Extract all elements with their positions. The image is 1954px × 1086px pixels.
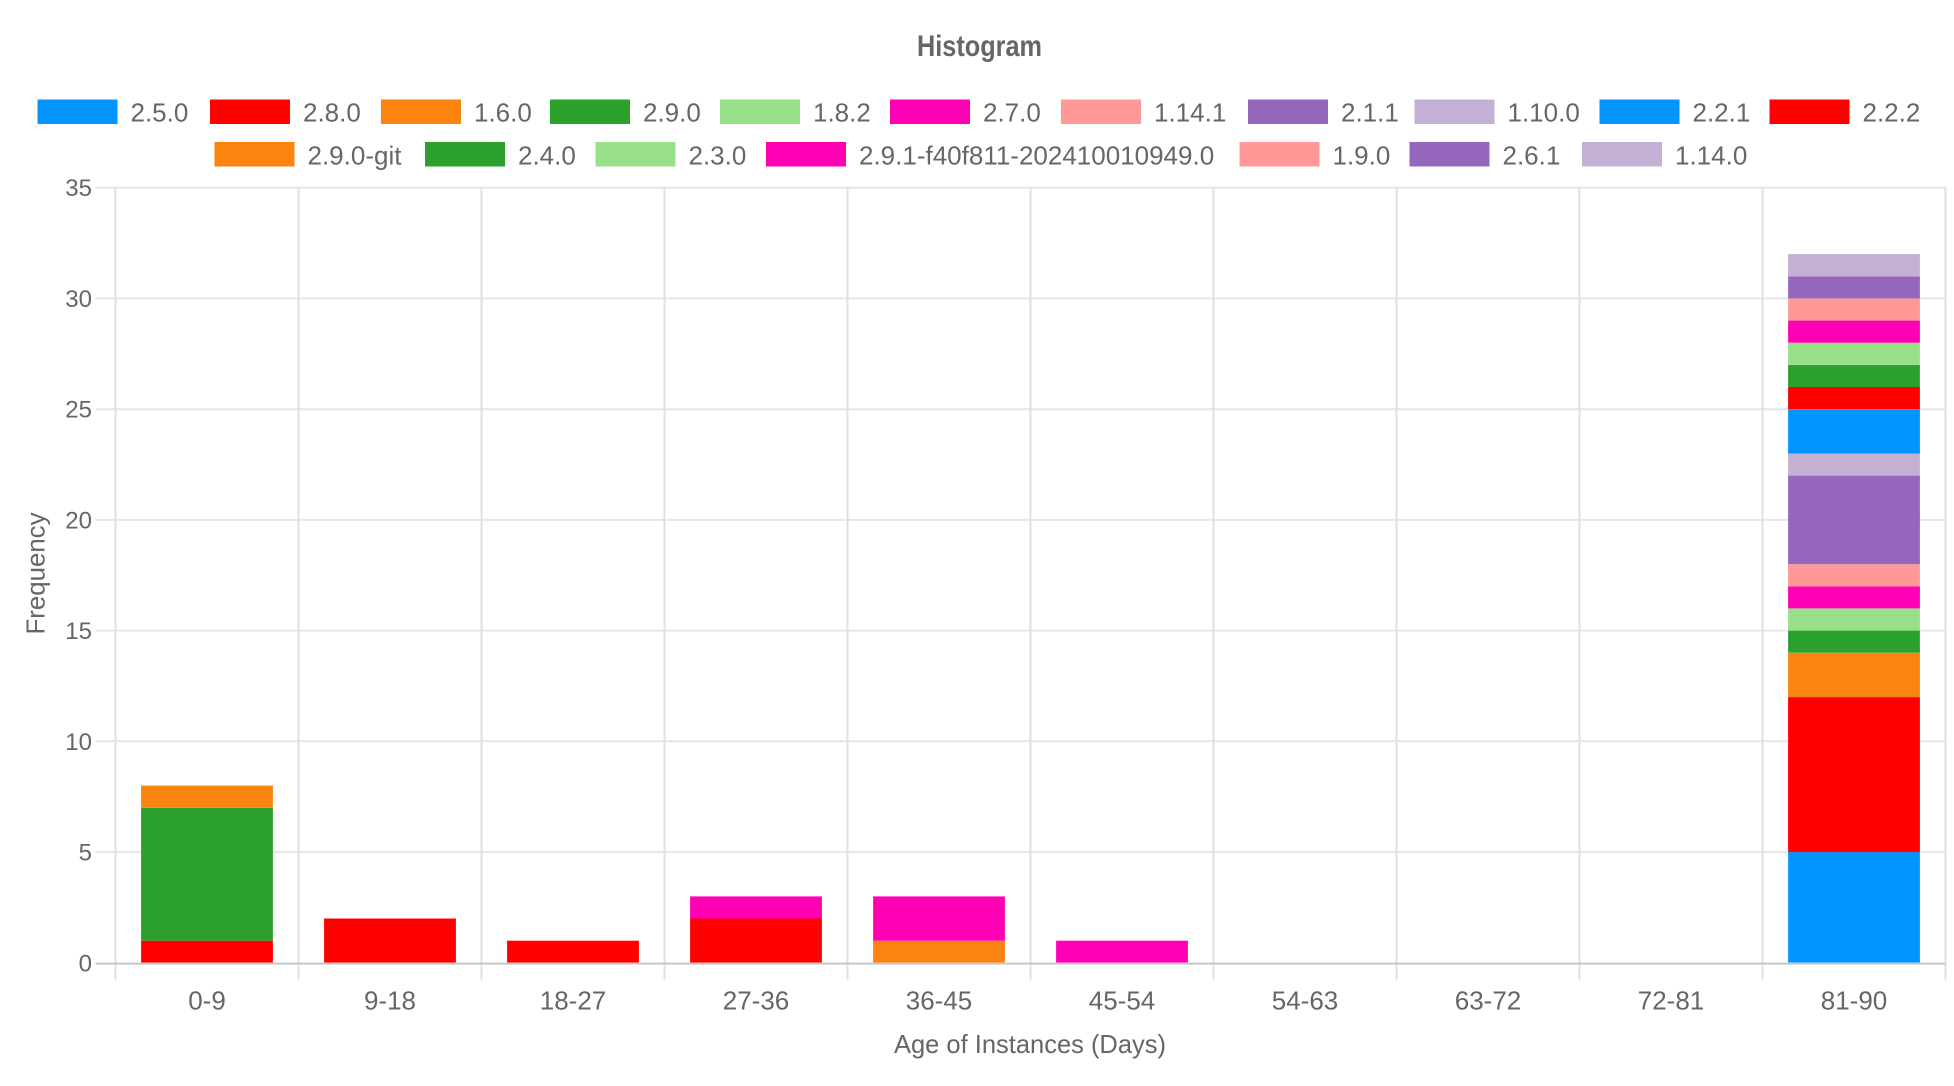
svg-text:25: 25 <box>65 397 92 424</box>
svg-text:72-81: 72-81 <box>1638 986 1705 1016</box>
svg-text:2.5.0: 2.5.0 <box>131 98 189 128</box>
svg-text:2.3.0: 2.3.0 <box>689 141 747 171</box>
svg-text:30: 30 <box>65 286 92 313</box>
svg-text:2.8.0: 2.8.0 <box>303 98 361 128</box>
svg-text:10: 10 <box>65 729 92 756</box>
svg-text:2.4.0: 2.4.0 <box>518 141 576 171</box>
svg-text:54-63: 54-63 <box>1272 986 1339 1016</box>
svg-text:45-54: 45-54 <box>1089 986 1156 1016</box>
svg-text:63-72: 63-72 <box>1455 986 1522 1016</box>
svg-text:2.7.0: 2.7.0 <box>983 98 1041 128</box>
svg-text:2.2.2: 2.2.2 <box>1863 98 1921 128</box>
svg-text:Histogram: Histogram <box>917 30 1042 63</box>
svg-text:2.2.1: 2.2.1 <box>1693 98 1751 128</box>
svg-text:9-18: 9-18 <box>364 986 416 1016</box>
svg-text:5: 5 <box>79 840 92 867</box>
svg-text:1.9.0: 1.9.0 <box>1333 141 1391 171</box>
svg-text:18-27: 18-27 <box>540 986 607 1016</box>
svg-text:1.6.0: 1.6.0 <box>474 98 532 128</box>
svg-text:2.1.1: 2.1.1 <box>1341 98 1399 128</box>
svg-text:2.6.1: 2.6.1 <box>1503 141 1561 171</box>
svg-text:1.10.0: 1.10.0 <box>1508 98 1580 128</box>
svg-text:2.9.0-git: 2.9.0-git <box>308 141 403 171</box>
svg-text:2.9.0: 2.9.0 <box>643 98 701 128</box>
svg-text:15: 15 <box>65 618 92 645</box>
svg-text:Frequency: Frequency <box>21 513 51 635</box>
svg-text:2.9.1-f40f811-202410010949.0: 2.9.1-f40f811-202410010949.0 <box>859 141 1214 171</box>
svg-text:20: 20 <box>65 507 92 534</box>
svg-text:27-36: 27-36 <box>723 986 790 1016</box>
svg-text:36-45: 36-45 <box>906 986 973 1016</box>
svg-text:35: 35 <box>65 175 92 202</box>
svg-text:0: 0 <box>79 950 92 977</box>
svg-text:1.14.0: 1.14.0 <box>1675 141 1747 171</box>
svg-text:1.8.2: 1.8.2 <box>813 98 871 128</box>
svg-text:81-90: 81-90 <box>1821 986 1888 1016</box>
svg-text:1.14.1: 1.14.1 <box>1154 98 1226 128</box>
svg-text:Age of Instances (Days): Age of Instances (Days) <box>894 1029 1166 1059</box>
svg-text:0-9: 0-9 <box>188 986 226 1016</box>
